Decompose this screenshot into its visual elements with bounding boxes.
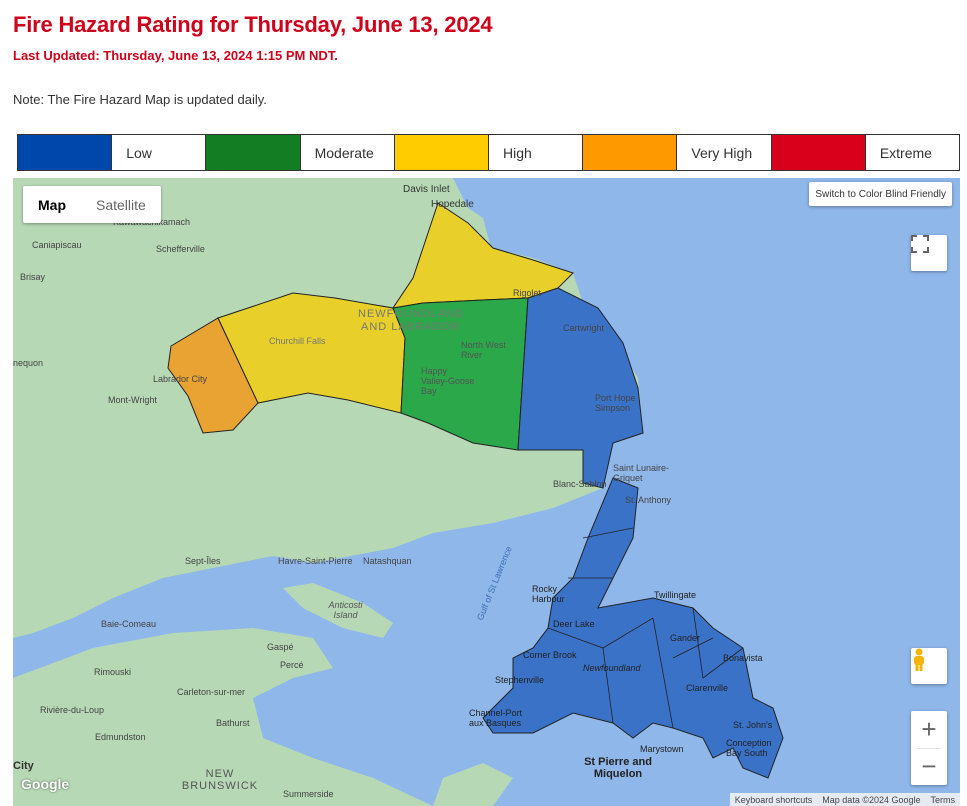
map-label: Port Hope Simpson xyxy=(595,393,636,413)
zoom-control: + − xyxy=(911,711,947,785)
map-label: Twillingate xyxy=(654,590,697,600)
map-label: Baie-Comeau xyxy=(101,619,157,629)
map-label: Natashquan xyxy=(363,556,412,566)
map-label: Clarenville xyxy=(686,683,729,693)
legend-swatch-low xyxy=(18,135,113,170)
map-label: Rocky Harbour xyxy=(532,584,565,604)
map-label: Caniapiscau xyxy=(32,240,82,250)
map-label: Saint Lunaire-Griquet xyxy=(613,463,670,483)
keyboard-shortcuts-link[interactable]: Keyboard shortcuts xyxy=(734,794,813,805)
map-label: AND LABRADOR xyxy=(361,321,460,333)
legend-swatch-moderate xyxy=(206,135,301,170)
map-label: Davis Inlet xyxy=(403,184,450,195)
zone-moderate xyxy=(392,297,529,451)
terms-link[interactable]: Terms xyxy=(930,794,956,805)
map-label: St Pierre and Miquelon xyxy=(584,756,652,780)
fullscreen-button[interactable] xyxy=(911,235,947,271)
map-label: Gander xyxy=(670,633,701,643)
last-updated: Last Updated: Thursday, June 13, 2024 1:… xyxy=(13,48,338,63)
map-label: Rigolet xyxy=(513,288,542,298)
map-label: Mont-Wright xyxy=(108,395,157,405)
map-label: Deer Lake xyxy=(553,619,595,629)
map-label: Marystown xyxy=(640,744,684,754)
map-label: Percé xyxy=(280,660,304,670)
map-label: Edmundston xyxy=(95,732,146,742)
zoom-in-button[interactable]: + xyxy=(921,714,937,744)
map-label: Channel-Port aux Basques xyxy=(469,708,523,728)
legend-swatch-high xyxy=(394,135,490,170)
map-label: Brisay xyxy=(20,272,46,282)
map-data-credit: Map data ©2024 Google xyxy=(822,794,921,805)
google-logo[interactable]: Google xyxy=(21,776,70,792)
map-label: St. John's xyxy=(733,720,773,730)
map-label: NEW BRUNSWICK xyxy=(181,768,259,792)
hazard-legend: Low Moderate High Very High Extreme xyxy=(17,134,960,171)
map-label: nequon xyxy=(13,358,44,368)
map-label: Bonavista xyxy=(723,653,763,663)
zoom-divider xyxy=(917,748,941,749)
map-canvas[interactable] xyxy=(13,178,960,806)
page-title: Fire Hazard Rating for Thursday, June 13… xyxy=(13,12,493,37)
map-type-map-button[interactable]: Map xyxy=(38,196,66,213)
land-anticosti xyxy=(283,583,393,638)
map-type-satellite-button[interactable]: Satellite xyxy=(96,196,146,213)
map-label: Havre-Saint-Pierre xyxy=(278,556,353,566)
map-label: Rivière-du-Loup xyxy=(40,705,105,715)
fullscreen-icon xyxy=(911,235,929,253)
pegman-icon xyxy=(914,648,924,671)
map-label: Rimouski xyxy=(94,667,132,677)
map-label: Conception Bay South xyxy=(726,738,772,758)
map-label: Hopedale xyxy=(431,199,474,210)
legend-label-extreme: Extreme xyxy=(879,144,932,161)
land-cape-breton xyxy=(433,763,513,806)
street-view-pegman-button[interactable] xyxy=(911,648,947,684)
map-label: Corner Brook xyxy=(523,650,577,660)
map-label: Summerside xyxy=(283,789,334,799)
map-label: Gaspé xyxy=(267,642,294,652)
map-label: Blanc-Sablon xyxy=(553,479,607,489)
map-label: Stephenville xyxy=(495,675,545,685)
map-label: City xyxy=(13,760,34,772)
legend-label-very-high: Very High xyxy=(677,135,772,170)
map-label: Labrador City xyxy=(153,374,208,384)
map-label: St. Anthony xyxy=(625,495,672,505)
map-type-control: Map Satellite xyxy=(23,186,161,223)
color-blind-toggle-button[interactable]: Switch to Color Blind Friendly xyxy=(809,182,952,206)
map-label: Churchill Falls xyxy=(269,336,326,346)
district-lines xyxy=(547,527,744,729)
legend-label-high: High xyxy=(489,135,584,170)
legend-label-low: Low xyxy=(112,135,207,170)
map-label: Bathurst xyxy=(216,718,250,728)
land-south xyxy=(13,628,433,806)
map-label: Anticosti Island xyxy=(328,600,363,620)
zone-low-newfoundland xyxy=(482,477,784,779)
map-label: Schefferville xyxy=(156,244,205,254)
legend-label-moderate: Moderate xyxy=(301,135,395,170)
map-label: North West River xyxy=(461,340,506,360)
zoom-out-button[interactable]: − xyxy=(921,751,937,781)
legend-swatch-very-high xyxy=(583,135,678,170)
map-label: Sept-Îles xyxy=(185,556,221,566)
map-label: Cartwright xyxy=(563,323,605,333)
update-note: Note: The Fire Hazard Map is updated dai… xyxy=(13,92,267,107)
map-label: Carleton-sur-mer xyxy=(177,687,246,697)
map-attribution: Keyboard shortcuts Map data ©2024 Google… xyxy=(729,793,960,806)
map-label: NEWFOUNDLAND xyxy=(358,308,465,320)
map-label: Happy Valley-Goose Bay xyxy=(421,366,475,396)
zone-low-labrador xyxy=(517,287,644,489)
fire-hazard-map[interactable]: Davis Inlet Hopedale Kawawachikamach Can… xyxy=(13,178,960,806)
legend-swatch-extreme xyxy=(771,135,866,170)
map-label: Newfoundland xyxy=(583,663,641,673)
